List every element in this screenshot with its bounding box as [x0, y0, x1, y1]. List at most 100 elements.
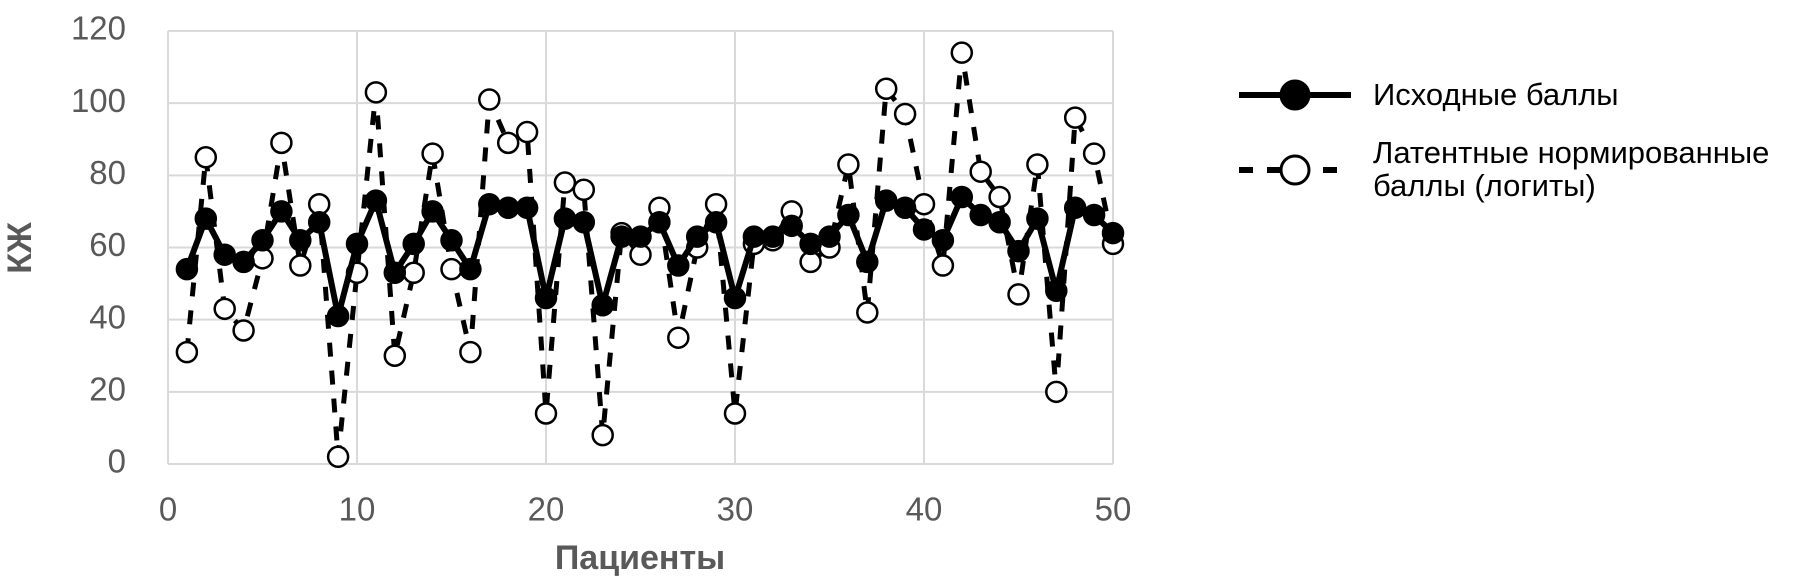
y-tick-label: 100	[71, 82, 126, 119]
data-point	[289, 229, 312, 252]
data-point	[1007, 283, 1030, 306]
y-tick-label: 120	[71, 10, 126, 47]
data-point	[1026, 207, 1049, 230]
data-point	[591, 293, 614, 317]
data-point	[837, 153, 860, 176]
data-point	[856, 250, 879, 274]
data-point	[440, 229, 463, 252]
data-point	[856, 301, 879, 324]
data-point	[213, 243, 236, 266]
x-tick-label: 30	[717, 491, 754, 528]
data-point	[761, 225, 785, 248]
data-point	[931, 229, 955, 252]
data-point	[723, 402, 747, 425]
data-point	[251, 229, 274, 252]
data-point	[610, 225, 633, 248]
data-point	[1007, 239, 1030, 263]
data-point	[969, 203, 992, 227]
data-point	[667, 326, 690, 349]
data-point	[345, 232, 369, 256]
data-point	[326, 445, 350, 469]
data-point	[270, 131, 293, 155]
data-point	[270, 200, 293, 223]
data-point	[175, 340, 199, 364]
legend-item: Латентные нормированные баллы (логиты)	[1235, 135, 1793, 203]
data-point	[289, 254, 312, 277]
data-point	[950, 185, 974, 209]
data-point	[459, 257, 482, 281]
data-point	[931, 254, 955, 277]
legend-label: Исходные баллы	[1373, 76, 1619, 112]
x-axis-label: Пациенты	[555, 539, 725, 577]
data-point	[232, 319, 255, 342]
data-point	[648, 210, 671, 234]
y-tick-label: 60	[89, 226, 126, 263]
data-point	[1063, 106, 1087, 129]
legend-label: Латентные нормированные баллы (логиты)	[1373, 135, 1770, 203]
data-point	[440, 257, 463, 281]
legend-marker	[1279, 79, 1311, 111]
data-point	[194, 146, 218, 169]
legend: Исходные баллы Латентные нормированные ба…	[1235, 75, 1793, 224]
data-point	[667, 254, 690, 277]
data-point	[515, 196, 539, 220]
data-point	[402, 261, 425, 285]
data-point	[780, 214, 803, 238]
data-point	[553, 171, 577, 194]
data-point	[874, 189, 898, 212]
data-point	[326, 304, 350, 328]
data-point	[478, 88, 501, 111]
data-point	[572, 210, 596, 234]
x-tick-label: 20	[528, 491, 565, 528]
data-point	[591, 423, 614, 447]
data-point	[459, 340, 482, 364]
y-tick-label: 80	[89, 154, 126, 191]
x-tick-label: 40	[906, 491, 943, 528]
legend-marker	[1279, 154, 1311, 186]
y-tick-label: 20	[89, 371, 126, 408]
data-point	[402, 232, 425, 256]
data-point	[969, 160, 992, 183]
data-point	[553, 207, 577, 230]
data-point	[534, 286, 558, 310]
data-point	[685, 225, 709, 248]
data-point	[1063, 196, 1087, 220]
data-point	[364, 189, 388, 212]
data-point	[1101, 221, 1125, 245]
data-point	[496, 131, 520, 155]
data-point	[742, 225, 766, 248]
data-point	[421, 142, 444, 165]
data-point	[515, 120, 539, 144]
x-tick-label: 10	[339, 491, 376, 528]
data-point	[988, 210, 1011, 234]
data-point	[383, 344, 407, 367]
data-point	[383, 261, 407, 285]
data-point	[1026, 153, 1049, 176]
data-point	[704, 210, 728, 234]
data-point	[421, 200, 444, 223]
data-point	[534, 402, 558, 425]
data-point	[1045, 380, 1068, 404]
data-point	[1082, 142, 1106, 165]
data-point	[232, 250, 255, 274]
data-point	[496, 196, 520, 220]
data-point	[572, 178, 596, 202]
data-point	[1082, 203, 1106, 227]
data-point	[799, 232, 822, 256]
legend-item: Исходные баллы	[1235, 75, 1793, 115]
data-point	[194, 207, 218, 230]
data-point	[723, 286, 747, 310]
data-point	[912, 218, 936, 241]
data-point	[629, 225, 652, 248]
y-axis-label: КЖ	[1, 222, 39, 274]
x-tick-label: 0	[159, 491, 177, 528]
data-point	[912, 192, 936, 216]
data-point	[818, 225, 841, 248]
data-point	[874, 77, 898, 100]
data-point	[950, 41, 974, 64]
data-point	[307, 210, 331, 234]
series-line	[184, 52, 1116, 458]
data-point	[893, 196, 917, 220]
